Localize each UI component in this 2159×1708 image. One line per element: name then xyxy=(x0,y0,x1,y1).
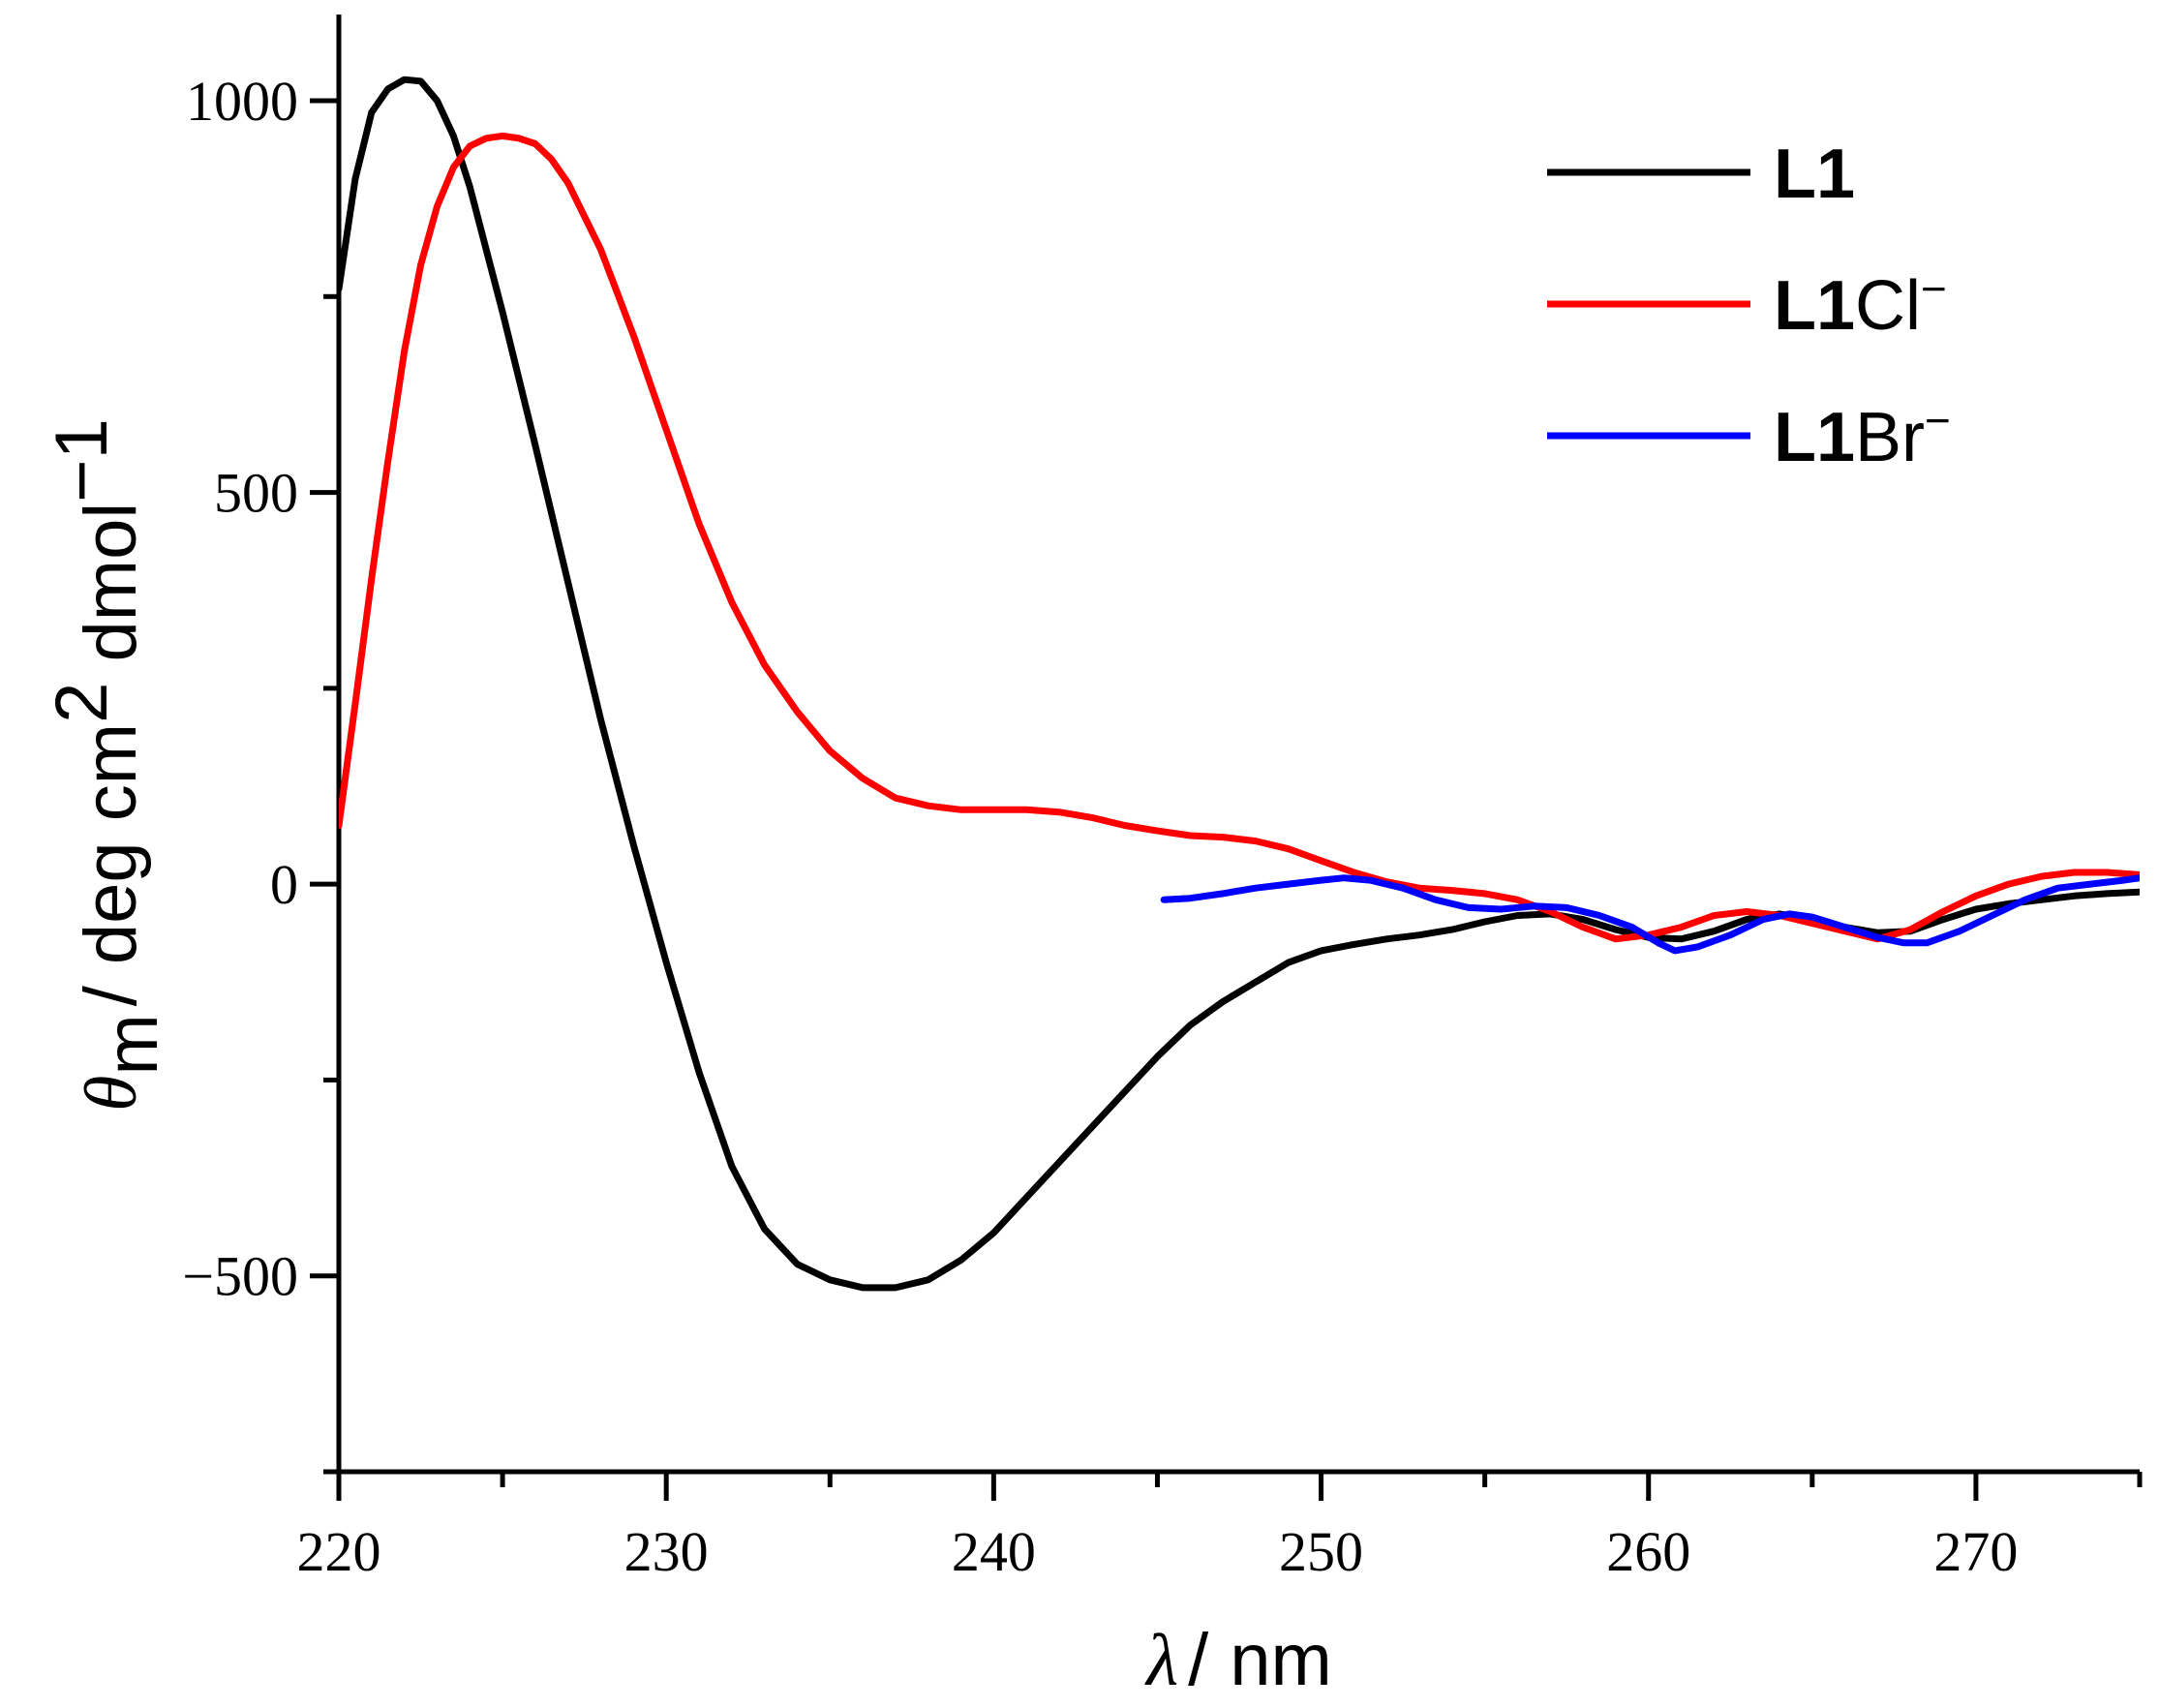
x-axis-label: λ / nm xyxy=(1144,1619,1332,1701)
series-line-3 xyxy=(1160,874,2140,955)
series-line-2 xyxy=(339,132,2140,943)
y-tick-label: 500 xyxy=(214,462,298,525)
y-tick-label: 0 xyxy=(270,853,298,916)
y-axis-label: θm / deg cm2 dmol−1 xyxy=(41,418,173,1112)
axis-tick-labels: 220 230 240 250 260 270 −500 0 500 1000 xyxy=(182,70,2018,1583)
y-axis-unit-a: deg cm xyxy=(70,723,152,964)
axis-ticks xyxy=(310,98,2143,1501)
legend-l1cl-main: L1 xyxy=(1774,267,1855,345)
legend-l1br-main: L1 xyxy=(1774,399,1855,476)
x-tick-label: 230 xyxy=(624,1520,709,1583)
y-axis-subscript: m xyxy=(91,1014,173,1075)
y-axis-sup-a: 2 xyxy=(41,683,123,723)
series-lines xyxy=(339,76,2140,1292)
legend-l1-main: L1 xyxy=(1774,136,1855,213)
y-tick-label: −500 xyxy=(182,1245,298,1308)
legend-label-l1cl: L1Cl− xyxy=(1774,263,1947,345)
legend-label-l1br: L1Br− xyxy=(1774,395,1951,476)
legend-l1cl-ion: Cl xyxy=(1855,267,1921,345)
legend: L1 L1Cl− L1Br− xyxy=(1547,136,1951,476)
y-axis-slash: / xyxy=(70,985,152,1006)
legend-l1br-charge: − xyxy=(1925,395,1951,445)
y-tick-label: 1000 xyxy=(186,70,298,133)
x-axis-slash: / xyxy=(1188,1619,1209,1701)
series-line-1 xyxy=(339,76,2140,1292)
legend-l1br-ion: Br xyxy=(1855,399,1925,476)
x-tick-label: 250 xyxy=(1279,1520,1363,1583)
x-tick-label: 240 xyxy=(952,1520,1036,1583)
legend-l1cl-charge: − xyxy=(1921,263,1947,314)
x-axis-symbol: λ xyxy=(1144,1620,1178,1701)
x-axis-unit: nm xyxy=(1230,1619,1332,1701)
x-tick-label: 260 xyxy=(1606,1520,1690,1583)
y-axis-symbol: θ xyxy=(71,1076,152,1112)
x-tick-label: 220 xyxy=(297,1520,381,1583)
x-tick-label: 270 xyxy=(1933,1520,2018,1583)
legend-label-l1: L1 xyxy=(1774,136,1855,213)
y-axis-sup-b: −1 xyxy=(41,418,123,503)
y-axis-unit-b: dmol xyxy=(70,503,152,683)
